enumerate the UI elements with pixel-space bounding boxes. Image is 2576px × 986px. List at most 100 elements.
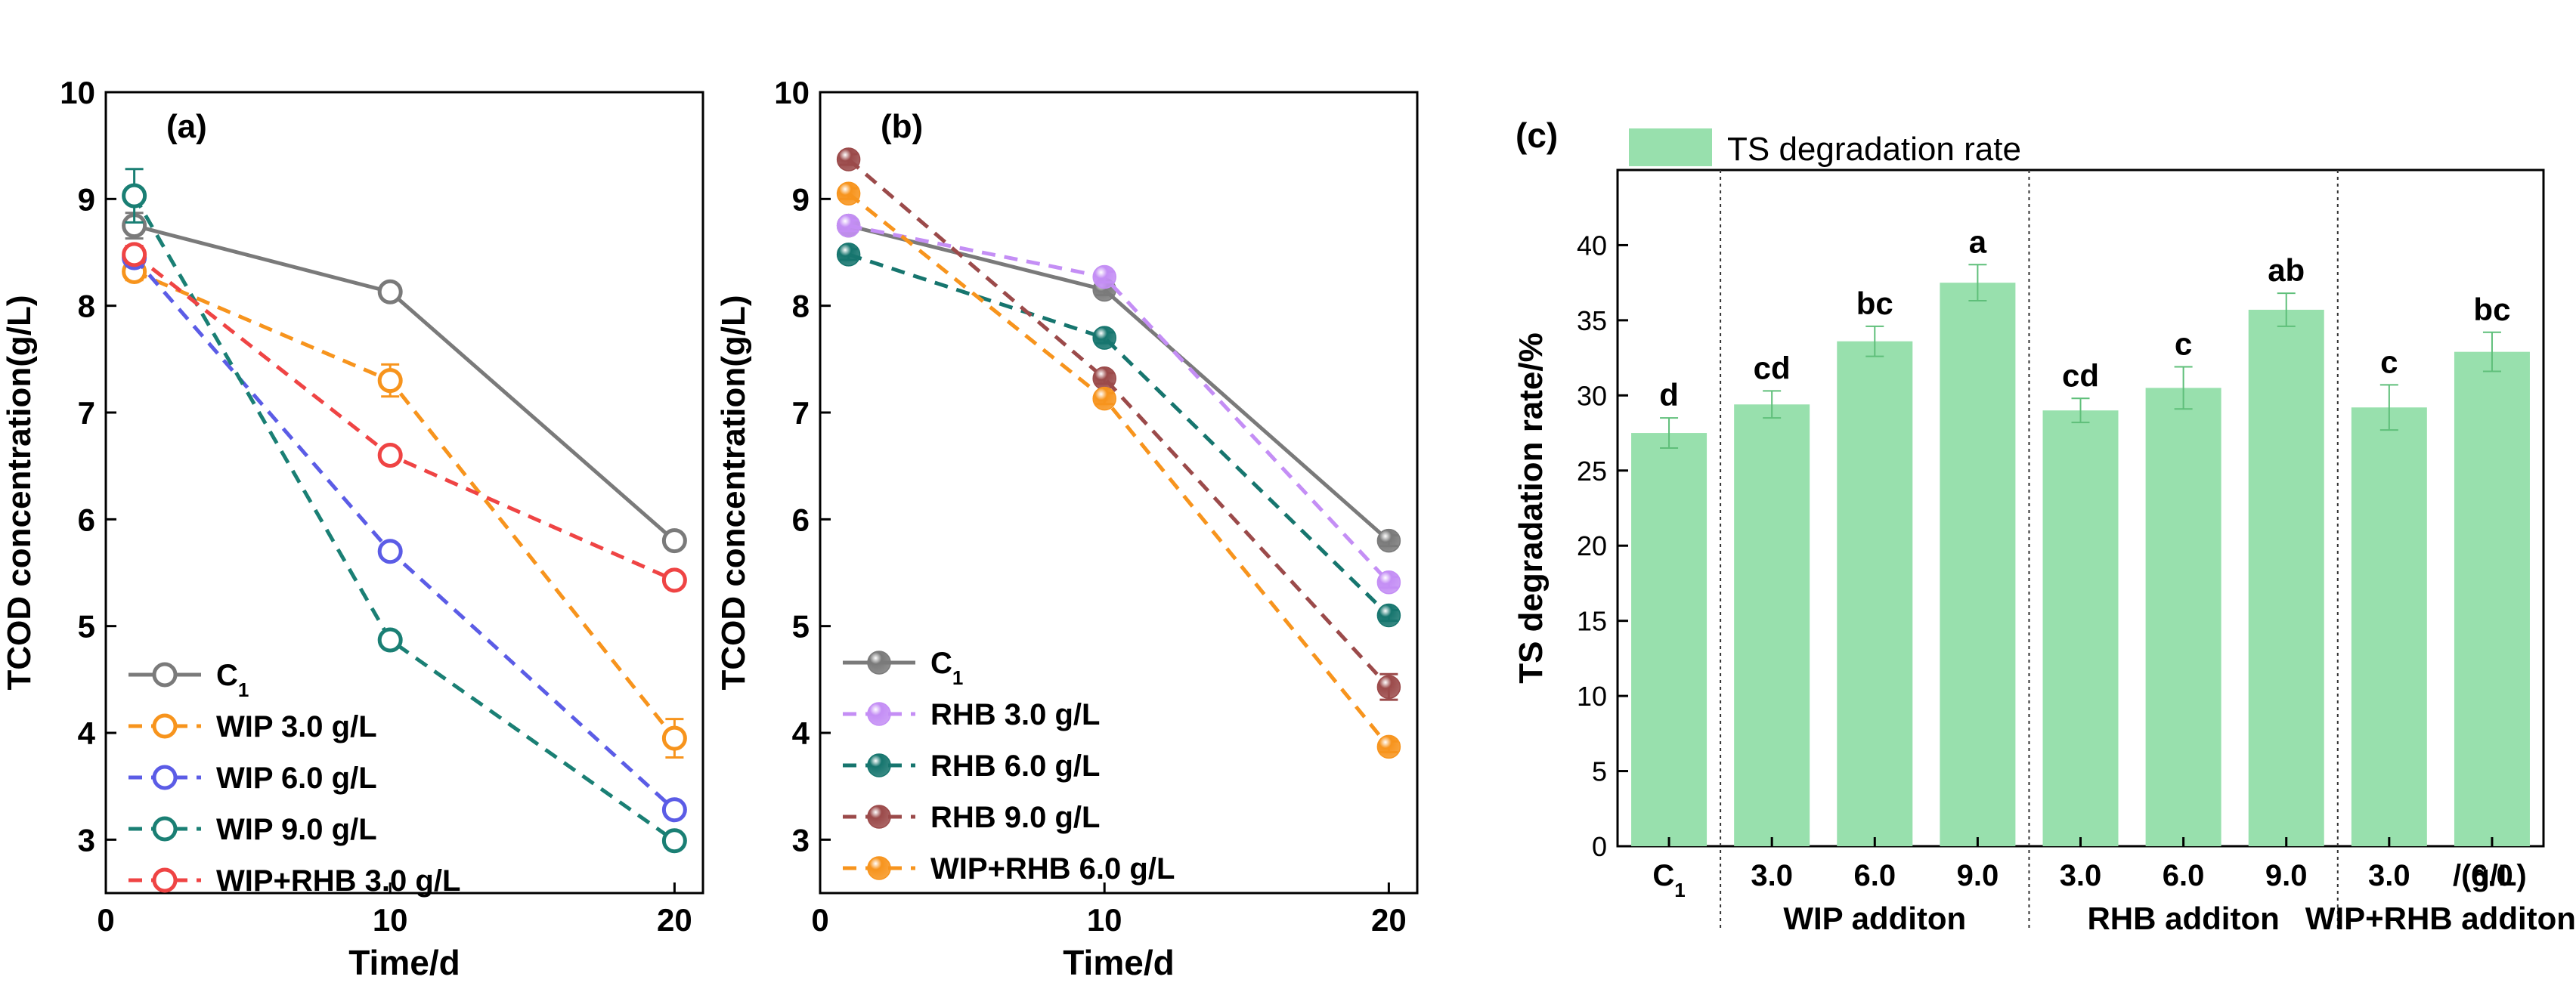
legend-label: RHB 6.0 g/L [930,750,1100,783]
legend-label: WIP 9.0 g/L [216,813,377,846]
series-line [848,224,1391,584]
plot-frame [104,91,704,895]
x-tick-label: 6.0 [1853,859,1896,892]
legend-label: TS degradation rate [1727,131,2021,168]
bar [2454,351,2530,847]
bar [1631,433,1708,846]
x-axis-label: Time/d [1063,943,1174,982]
x-tick-label: 9.0 [1957,859,1999,892]
legend-label: C1 [930,647,963,689]
legend-label: WIP+RHB 3.0 g/L [216,864,460,898]
x-tick-label: 20 [657,902,692,938]
y-tick-label: 15 [1577,606,1607,637]
y-tick-label: 10 [774,75,810,110]
x-tick-label: 6.0 [2163,859,2205,892]
data-point [1376,734,1401,759]
y-tick-label: 7 [78,395,95,431]
bar [1940,283,2016,847]
legend-swatch [1629,128,1712,166]
y-tick-label: 40 [1577,230,1607,261]
y-tick-label: 25 [1577,456,1607,487]
data-point [836,147,861,172]
data-point [1092,366,1116,391]
group-label: RHB additon [2087,901,2279,936]
data-point [661,828,687,854]
legend-marker [152,765,178,790]
data-point [1092,386,1116,411]
y-tick-label: 6 [78,502,95,537]
data-point [122,183,147,209]
significance-label: bc [1856,286,1893,321]
legend-label: WIP+RHB 6.0 g/L [930,852,1175,886]
significance-label: bc [2473,292,2510,327]
significance-label: cd [2062,357,2099,393]
y-tick-label: 4 [78,716,96,751]
x-axis-label: Time/d [348,943,460,982]
y-axis-label: TCOD concentration(g/L) [1,295,38,690]
significance-label: c [2380,344,2398,379]
x-tick-label: C1 [1652,859,1685,901]
y-tick-label: 5 [792,609,810,644]
bar [2042,410,2119,846]
data-point [1376,603,1401,628]
data-point [836,181,861,206]
significance-label: c [2175,326,2192,362]
x-tick-label: 10 [373,902,408,938]
x-tick-label: 10 [1087,902,1122,938]
y-tick-label: 9 [78,181,95,217]
y-tick-label: 4 [792,716,810,751]
y-tick-label: 3 [78,822,95,858]
series-line [847,252,1391,617]
plot-frame [819,91,1419,895]
data-point [377,539,403,564]
data-point [661,797,687,823]
bar [2145,388,2221,846]
bar [2248,309,2324,846]
legend-marker [152,713,178,739]
legend-marker [152,816,178,842]
legend-marker [867,753,891,777]
y-axis-label: TCOD concentration(g/L) [715,295,752,690]
y-tick-label: 6 [792,502,810,537]
x-tick-label: 0 [97,902,114,938]
data-point [661,528,687,554]
data-point [836,213,861,238]
legend-label: RHB 9.0 g/L [930,801,1100,834]
data-point [836,243,861,267]
y-tick-label: 9 [792,181,810,217]
x-tick-label: 9.0 [2265,859,2308,892]
y-tick-label: 7 [792,395,810,431]
data-point [377,279,403,304]
panel-label: (c) [1516,116,1558,155]
y-tick-label: 0 [1592,831,1607,862]
data-point [1376,675,1401,699]
series-line [133,270,677,740]
x-tick-label: 3.0 [2368,859,2410,892]
data-point [661,567,687,593]
data-point [661,725,687,751]
y-tick-label: 20 [1577,530,1607,561]
legend-label: RHB 3.0 g/L [930,698,1100,731]
data-point [1376,528,1401,553]
y-tick-label: 35 [1577,305,1607,336]
y-tick-label: 8 [792,289,810,324]
bar [1734,404,1810,846]
legend-label: WIP 6.0 g/L [216,762,377,795]
y-tick-label: 30 [1577,380,1607,411]
x-tick-label: 20 [1371,902,1407,938]
series-line [132,256,677,811]
x-tick-label: 0 [811,902,828,938]
data-point [377,443,403,468]
bar [1837,341,1913,846]
legend-marker [867,856,891,880]
data-point [1092,264,1116,289]
significance-label: ab [2268,252,2305,288]
significance-label: cd [1754,350,1791,385]
significance-label: a [1969,224,1987,259]
bar [2351,407,2427,846]
data-point [1376,570,1401,595]
x-tick-label: 3.0 [1751,859,1793,892]
data-point [122,242,147,267]
data-point [377,627,403,653]
